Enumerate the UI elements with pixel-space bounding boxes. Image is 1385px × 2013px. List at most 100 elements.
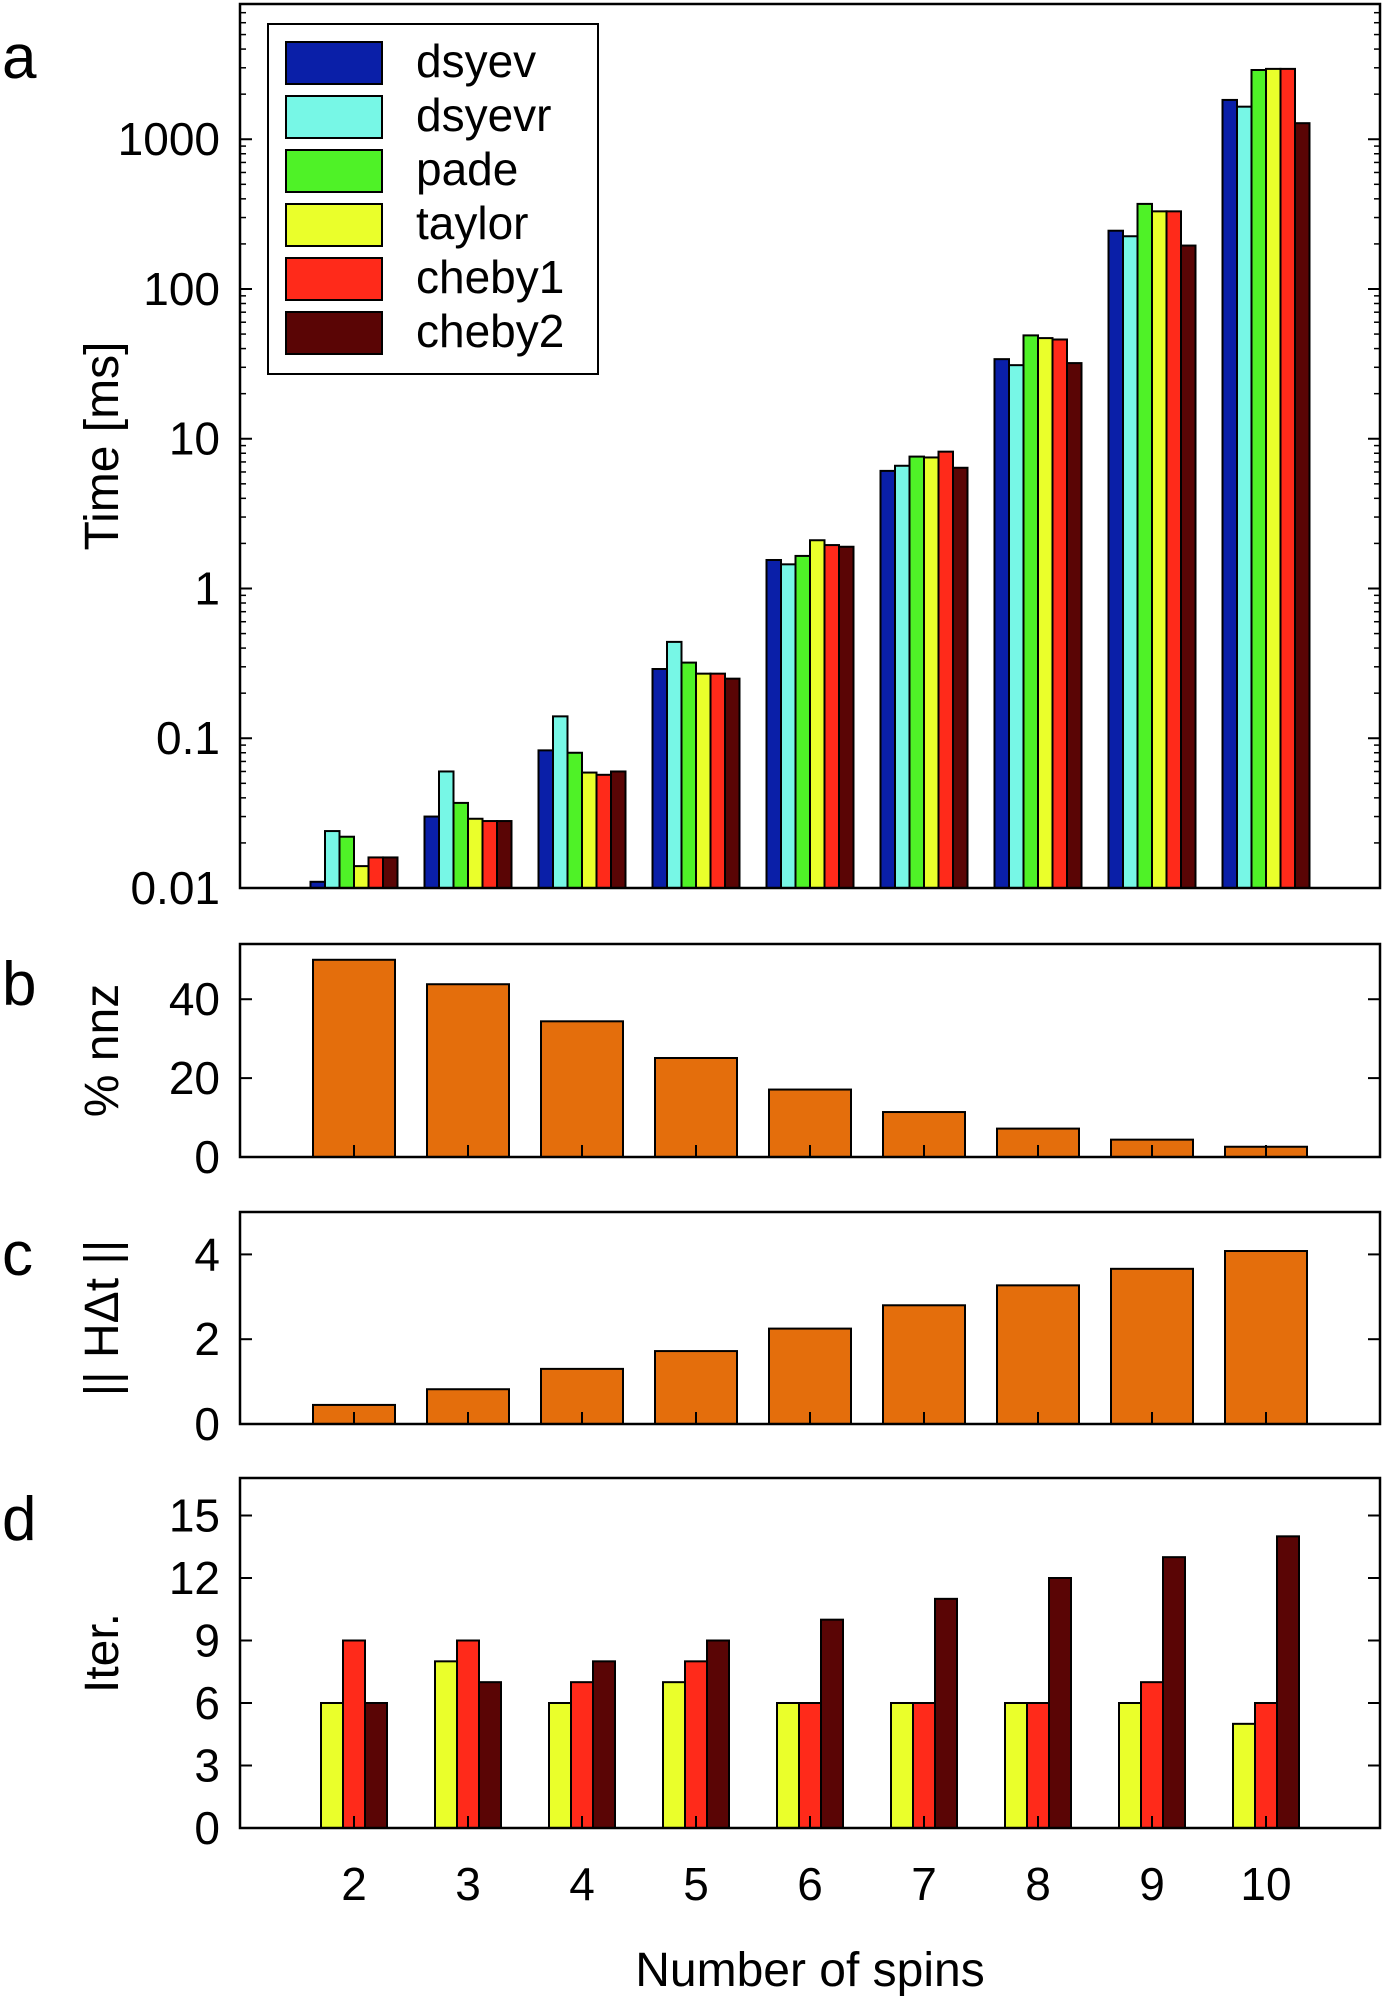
bar-a-cheby1-4 (595, 773, 612, 889)
bar-a-dsyevr-8 (1008, 364, 1025, 889)
bar-a-pade-6 (794, 554, 811, 890)
bar-d-taylor-6 (776, 1702, 800, 1829)
bar-a-dsyev-9 (1107, 229, 1124, 889)
panel-b-letter: b (2, 950, 36, 1019)
bar-a-dsyev-4 (537, 749, 554, 889)
bar-d-cheby1-8 (1026, 1702, 1050, 1829)
bar-a-pade-5 (680, 661, 697, 889)
xtick-label: 9 (1139, 1858, 1165, 1910)
bar-d-cheby1-9 (1140, 1681, 1164, 1829)
xtick-label: 5 (683, 1858, 709, 1910)
bar-a-pade-9 (1136, 202, 1153, 890)
xtick-label: 7 (911, 1858, 937, 1910)
bar-a-taylor-9 (1151, 210, 1168, 889)
panel-a-ytick-label: 0.1 (156, 712, 220, 764)
bar-a-dsyev-5 (651, 668, 668, 890)
xtick-label: 10 (1240, 1858, 1291, 1910)
xtick-label: 3 (455, 1858, 481, 1910)
bar-a-dsyev-6 (765, 558, 782, 889)
panel-c-ytick-label: 0 (194, 1398, 220, 1450)
x-axis-label: Number of spins (635, 1944, 984, 1997)
bar-a-taylor-6 (809, 539, 826, 890)
bar-b-5 (654, 1056, 738, 1158)
panel-a-ytick-label: 1 (194, 562, 220, 614)
panel-d-ytick-label: 9 (194, 1615, 220, 1667)
bar-a-cheby2-7 (952, 466, 969, 889)
bar-a-pade-7 (908, 455, 925, 889)
panel-d-ytick-label: 3 (194, 1740, 220, 1792)
legend-swatch-pade (285, 149, 383, 193)
bar-a-dsyevr-5 (666, 640, 683, 889)
bar-a-cheby2-9 (1180, 244, 1197, 889)
bar-a-taylor-7 (923, 456, 940, 889)
panel-d-ytick-label: 6 (194, 1677, 220, 1729)
bar-d-cheby1-3 (456, 1639, 480, 1829)
panel-d-ytick-label: 12 (169, 1552, 220, 1604)
panel-a-ytick-label: 100 (143, 263, 220, 315)
legend-swatch-dsyevr (285, 95, 383, 139)
bar-a-pade-3 (452, 801, 469, 889)
bar-a-cheby2-8 (1066, 362, 1083, 889)
bar-d-cheby1-5 (684, 1660, 708, 1830)
panel-d-ytick-label: 15 (169, 1490, 220, 1542)
bar-a-dsyev-10 (1221, 98, 1238, 889)
bar-c-6 (768, 1327, 852, 1425)
panel-a-ytick-label: 0.01 (130, 862, 220, 914)
bar-a-cheby1-7 (937, 450, 954, 889)
bar-a-cheby1-6 (823, 544, 840, 889)
bar-a-pade-8 (1022, 334, 1039, 890)
bar-a-cheby2-5 (724, 677, 741, 889)
bar-c-9 (1110, 1267, 1194, 1426)
xtick-label: 2 (341, 1858, 367, 1910)
bar-c-10 (1224, 1250, 1308, 1426)
panel-d-ylabel: Iter. (76, 1613, 129, 1693)
bar-d-cheby2-5 (706, 1639, 730, 1829)
bar-a-taylor-3 (467, 817, 484, 890)
bar-b-4 (540, 1020, 624, 1158)
panel-a-ytick-label: 10 (169, 413, 220, 465)
bar-a-dsyevr-4 (552, 715, 569, 889)
bar-d-taylor-7 (890, 1702, 914, 1829)
panel-b-ytick-label: 40 (169, 973, 220, 1025)
panel-b-ytick-label: 0 (194, 1131, 220, 1183)
bar-d-cheby1-10 (1254, 1702, 1278, 1829)
bar-a-taylor-8 (1037, 337, 1054, 889)
legend-label-taylor: taylor (416, 197, 528, 249)
panel-c-ytick-label: 4 (194, 1228, 220, 1280)
legend-swatch-dsyev (285, 41, 383, 85)
bar-a-cheby2-6 (838, 545, 855, 889)
bar-a-dsyevr-2 (324, 830, 341, 889)
xtick-label: 8 (1025, 1858, 1051, 1910)
bar-a-cheby1-8 (1051, 338, 1068, 889)
bar-a-taylor-10 (1265, 67, 1282, 890)
bar-a-cheby2-4 (610, 770, 627, 889)
bar-a-dsyev-8 (993, 358, 1010, 889)
bar-a-taylor-5 (695, 672, 712, 890)
bar-d-cheby2-10 (1276, 1535, 1300, 1830)
bar-a-dsyevr-3 (438, 770, 455, 889)
bar-d-cheby2-2 (364, 1702, 388, 1829)
bar-d-cheby2-7 (934, 1597, 958, 1830)
panel-d-letter: d (2, 1485, 36, 1554)
legend-label-dsyevr: dsyevr (416, 89, 551, 141)
legend-label-pade: pade (416, 143, 518, 195)
bar-a-cheby1-2 (367, 856, 384, 890)
legend-swatch-cheby1 (285, 257, 383, 301)
bar-a-cheby1-5 (709, 672, 726, 890)
bar-a-dsyevr-7 (894, 464, 911, 889)
bar-a-cheby1-3 (481, 820, 498, 890)
panel-c-ytick-label: 2 (194, 1313, 220, 1365)
bar-a-pade-4 (566, 751, 583, 889)
bar-d-cheby2-6 (820, 1618, 844, 1829)
bar-d-cheby1-2 (342, 1639, 366, 1829)
panel-d-ytick-label: 0 (194, 1802, 220, 1854)
bar-d-taylor-10 (1232, 1722, 1256, 1830)
bar-a-cheby1-10 (1279, 67, 1296, 890)
bar-d-taylor-9 (1118, 1702, 1142, 1829)
bar-a-taylor-4 (581, 771, 598, 889)
bar-d-taylor-8 (1004, 1702, 1028, 1829)
panel-b-ylabel: % nnz (76, 984, 129, 1117)
panel-a-ylabel: Time [ms] (76, 342, 129, 551)
